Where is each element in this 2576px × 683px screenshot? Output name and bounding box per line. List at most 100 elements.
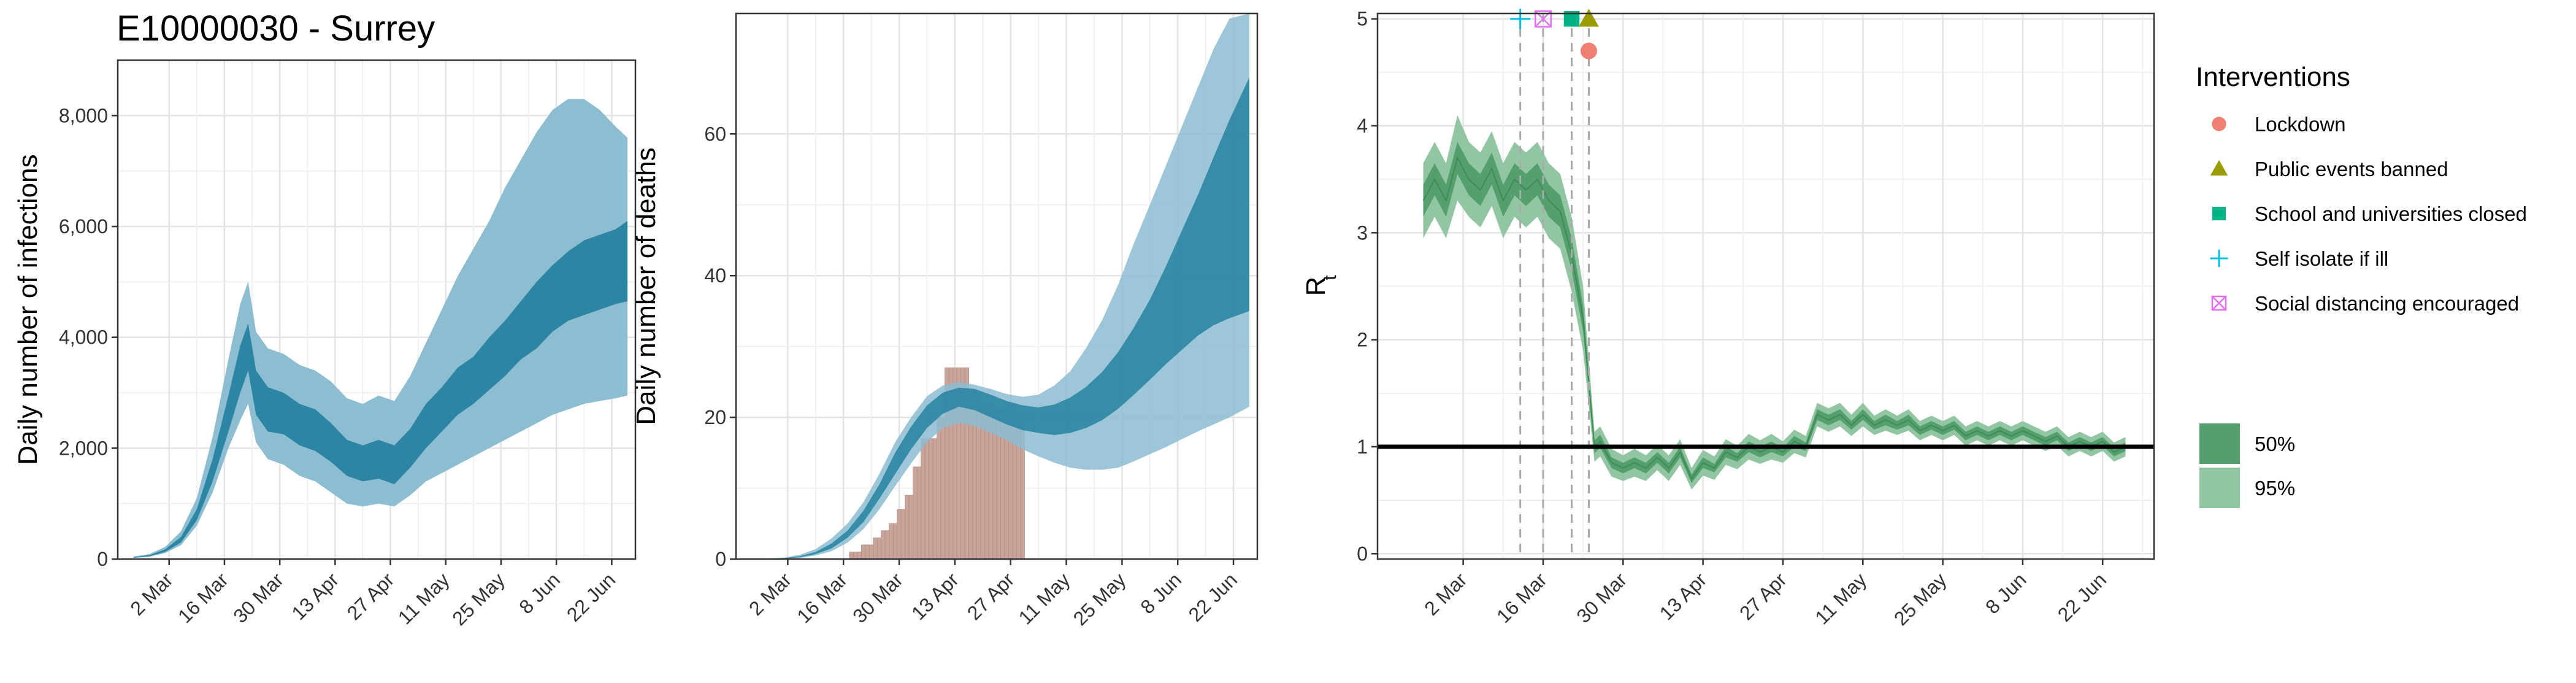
plot-frame (117, 59, 637, 560)
deaths-ci50-band (767, 77, 1249, 559)
deaths-bar (929, 438, 933, 560)
x-tick-label: 16 Mar (174, 568, 232, 627)
deaths-bar (853, 552, 858, 560)
x-tick-label: 25 May (1069, 568, 1130, 630)
x-tick-label: 27 Apr (1735, 568, 1791, 624)
x-tick-label: 27 Apr (963, 568, 1019, 624)
deaths-bar (884, 530, 890, 560)
legend-key-square (2212, 206, 2226, 221)
deaths-bar (849, 552, 854, 560)
x-tick-label: 16 Mar (792, 568, 851, 627)
x-tick-label: 13 Apr (907, 568, 963, 624)
x-tick-label: 30 Mar (1572, 568, 1631, 627)
deaths-bar (900, 509, 906, 560)
legend-ci-label: 95% (2255, 477, 2295, 500)
y-tick-label: 4,000 (59, 326, 108, 349)
y-tick-label: 2 (1357, 329, 1368, 351)
x-tick-label: 22 Jun (562, 568, 619, 625)
y-tick-label: 1 (1357, 436, 1368, 458)
y-tick-label: 0 (715, 548, 726, 570)
x-tick-label: 13 Apr (1655, 568, 1711, 624)
legend-label: Public events banned (2255, 158, 2448, 180)
legend-label: School and universities closed (2255, 203, 2527, 225)
deaths-bar (868, 544, 874, 560)
deaths-bar (908, 495, 914, 560)
deaths-bar (865, 544, 870, 560)
deaths-bar (916, 466, 922, 560)
deaths-bar (881, 530, 886, 560)
y-axis-title: Daily number of deaths (631, 147, 661, 425)
y-tick-label: 20 (704, 406, 726, 428)
x-tick-label: 2 Mar (745, 568, 796, 620)
deaths-bar (873, 537, 878, 560)
legend-ci-swatch (2199, 423, 2240, 464)
x-tick-label: 11 May (394, 568, 454, 628)
rt-ci95-band (1423, 115, 2126, 490)
x-tick-label: 11 May (1811, 568, 1871, 628)
deaths-bar (932, 438, 938, 560)
x-tick-label: 25 May (448, 568, 509, 630)
deaths-bar (937, 417, 941, 560)
x-tick-label: 16 Mar (1492, 568, 1551, 627)
deaths-ci95-band (767, 14, 1249, 559)
intervention-marker (1510, 9, 1531, 29)
x-tick-label: 2 Mar (1420, 568, 1471, 620)
deaths-bar (924, 438, 930, 560)
x-tick-label: 8 Jun (1136, 568, 1186, 618)
x-tick-label: 22 Jun (1184, 568, 1241, 625)
rt-panel: 0 1 2 3 4 5 2 Mar 16 Mar 30 Mar 13 Apr 27 Apr 11 Ma… (1301, 8, 2155, 630)
legend-key-plus (2210, 249, 2228, 268)
legend-label: Self isolate if ill (2255, 247, 2388, 270)
deaths-bar (940, 417, 946, 560)
y-axis-title: R (1301, 277, 1331, 296)
y-axis-title: Daily number of infections (13, 154, 43, 465)
plot-frame (1376, 12, 2155, 560)
legend: Interventions Lockdown Public events bann… (2196, 62, 2527, 508)
x-tick-label: 30 Mar (848, 568, 907, 627)
y-tick-label: 4 (1357, 115, 1368, 137)
y-tick-label: 0 (1357, 542, 1368, 565)
x-tick-label: 8 Jun (515, 568, 564, 618)
x-tick-label: 30 Mar (229, 568, 288, 627)
deaths-bar (857, 552, 862, 560)
legend-key-square-x (2211, 295, 2227, 311)
y-axis-title-subscript: t (1320, 275, 1340, 280)
rt-ci50-band (1423, 142, 2126, 484)
deaths-bar (897, 509, 902, 560)
plot-frame (735, 12, 1259, 560)
intervention-marker (1580, 42, 1597, 60)
legend-ci-swatch (2199, 468, 2240, 508)
y-tick-label: 5 (1357, 8, 1368, 30)
x-tick-label: 2 Mar (126, 568, 177, 620)
deaths-bar (861, 544, 866, 560)
infections-ci95-band (133, 99, 628, 558)
deaths-bar (876, 537, 882, 560)
y-tick-label: 8,000 (59, 104, 108, 126)
figure-title: E10000030 - Surrey (117, 9, 435, 48)
x-tick-label: 22 Jun (2053, 568, 2110, 625)
deaths-bar (892, 523, 898, 560)
y-tick-label: 6,000 (59, 215, 108, 237)
legend-key-triangle (2210, 160, 2228, 176)
legend-ci-label: 50% (2255, 433, 2295, 455)
x-tick-label: 25 May (1890, 568, 1951, 630)
deaths-bar (905, 495, 910, 560)
infections-ci50-band (133, 221, 628, 558)
deaths-bar (921, 438, 926, 560)
y-tick-label: 0 (97, 548, 108, 570)
legend-label: Lockdown (2255, 113, 2346, 136)
intervention-marker (1578, 9, 1599, 27)
y-tick-label: 2,000 (59, 437, 108, 459)
x-tick-label: 11 May (1014, 568, 1075, 628)
y-tick-label: 60 (704, 123, 726, 145)
legend-title: Interventions (2196, 62, 2350, 92)
legend-label: Social distancing encouraged (2255, 292, 2519, 315)
deaths-bar (889, 523, 894, 560)
x-tick-label: 13 Apr (287, 568, 343, 624)
y-tick-label: 3 (1357, 222, 1368, 244)
x-tick-label: 8 Jun (1981, 568, 2031, 618)
legend-key-circle (2212, 117, 2226, 131)
x-tick-label: 27 Apr (343, 568, 399, 624)
